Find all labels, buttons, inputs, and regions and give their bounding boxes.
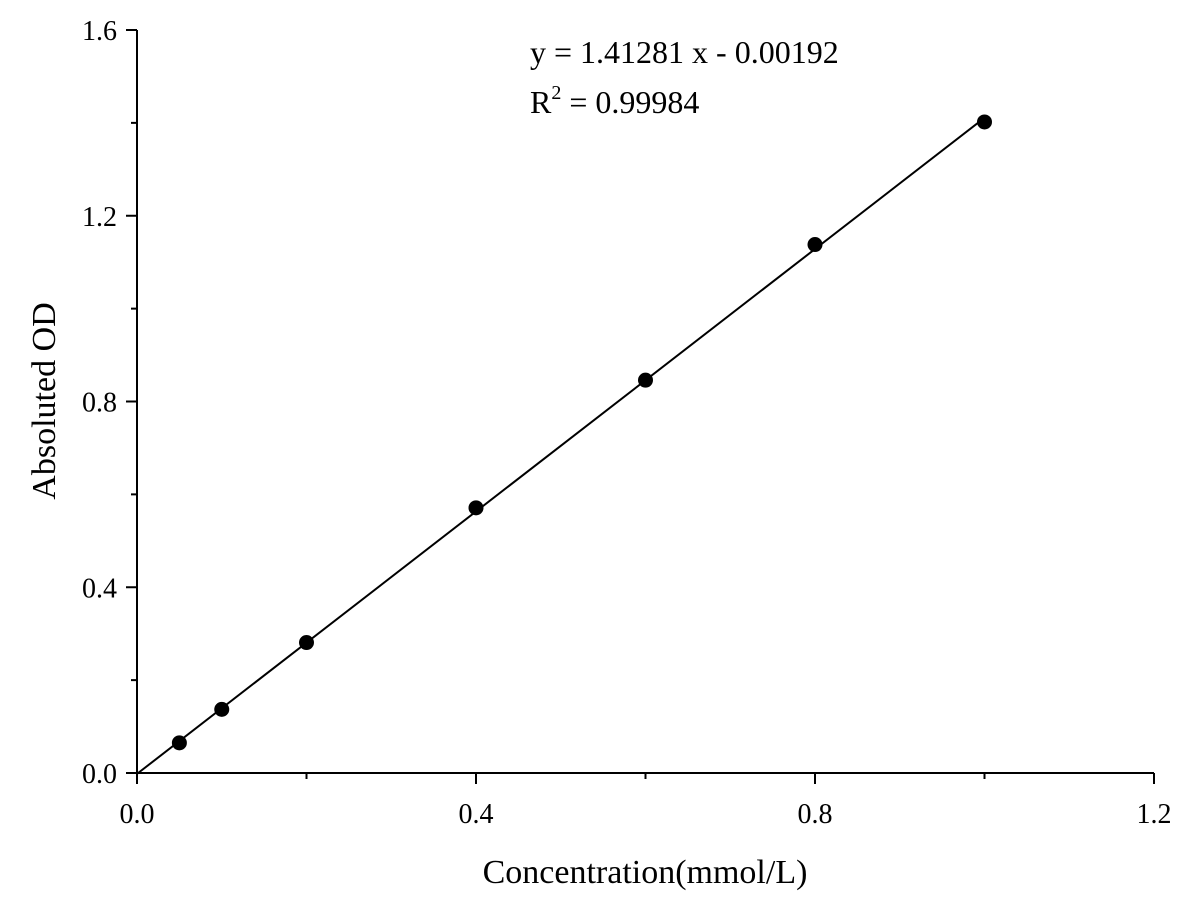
y-axis-label: Absoluted OD [26,302,63,499]
x-tick-label: 0.0 [120,799,155,830]
data-point [214,701,230,717]
data-point [638,372,653,388]
y-tick-label: 0.4 [82,573,117,604]
x-tick-label: 0.8 [798,799,833,830]
ticks: 0.0 0.4 0.8 1.2 0.0 0.4 0.8 1.2 1.6 [82,16,1172,830]
axes [136,30,1154,774]
x-axis-label: Concentration(mmol/L) [483,854,808,891]
data-point [807,237,823,253]
x-tick-label: 1.2 [1137,799,1172,830]
fit-line [136,117,986,775]
r-squared: R2 = 0.99984 [530,82,699,120]
data-point [299,635,314,651]
fit-equation: y = 1.41281 x - 0.00192 [530,34,839,70]
r-squared-sup: 2 [551,82,561,104]
data-points [171,114,992,751]
data-point [171,735,187,751]
y-tick-label: 1.6 [82,16,117,47]
data-point [977,114,992,130]
fit-line-group [136,117,986,775]
y-tick-label: 1.2 [82,202,117,233]
data-point [468,500,484,516]
x-tick-label: 0.4 [459,799,494,830]
y-tick-label: 0.0 [82,759,117,790]
y-tick-label: 0.8 [82,388,117,419]
r-squared-value: = 0.99984 [561,84,699,120]
r-squared-prefix: R [530,84,552,120]
